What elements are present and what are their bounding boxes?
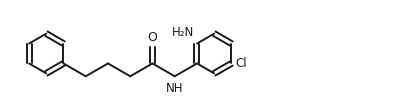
Text: Cl: Cl bbox=[235, 57, 247, 70]
Text: NH: NH bbox=[166, 82, 183, 95]
Text: O: O bbox=[148, 31, 158, 44]
Text: H₂N: H₂N bbox=[171, 26, 194, 39]
